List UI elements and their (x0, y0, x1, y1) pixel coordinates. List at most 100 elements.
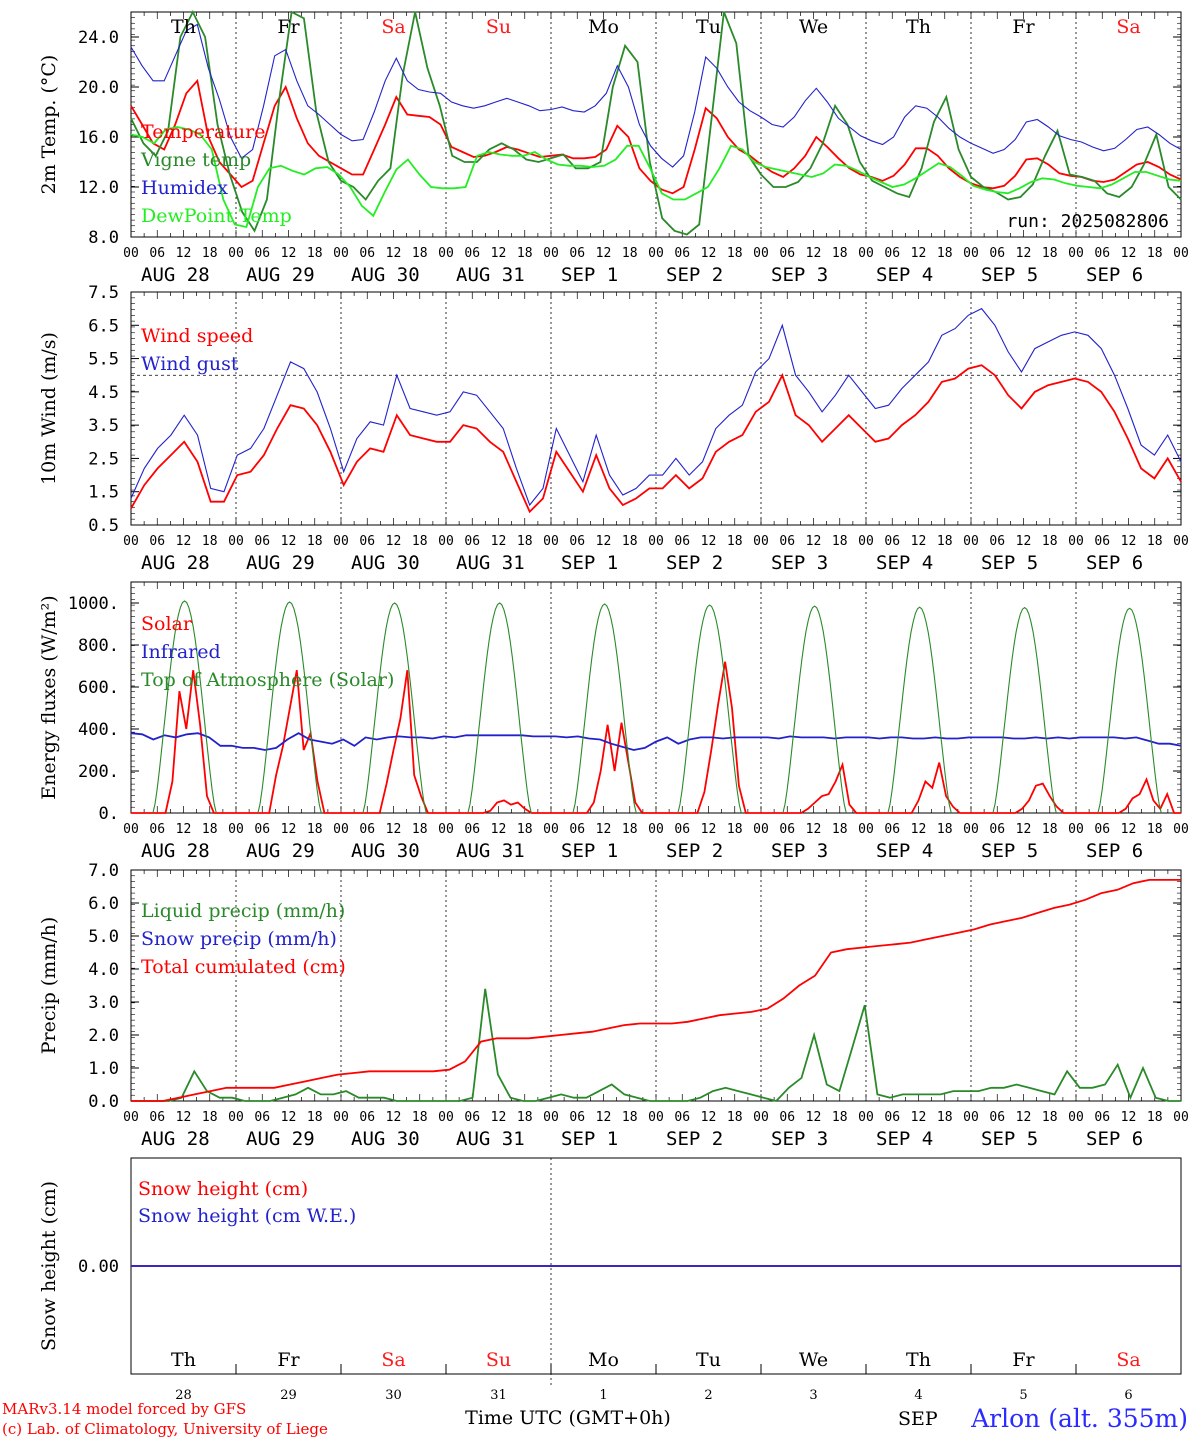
x-date-label: SEP 5 (981, 264, 1038, 286)
day-name-label: Sa (1116, 16, 1140, 38)
series-line-toa (782, 605, 847, 814)
x-hour-label: 00 (333, 1110, 349, 1125)
x-date-label: SEP 6 (1086, 840, 1143, 862)
x-hour-label: 12 (1016, 822, 1032, 837)
legend-entry: Wind gust (141, 353, 239, 375)
x-hour-label: 12 (491, 246, 507, 261)
x-date-label: AUG 29 (246, 264, 315, 286)
series-line-toa (887, 606, 952, 814)
x-hour-label: 00 (333, 534, 349, 549)
x-hour-label: 18 (1042, 822, 1058, 837)
y-tick-label: 6.0 (88, 894, 119, 914)
x-hour-label: 00 (123, 1110, 139, 1125)
series-line-toa (152, 600, 217, 814)
day-name-label: Tu (696, 1349, 721, 1371)
model-credit: MARv3.14 model forced by GFS (2, 1400, 247, 1418)
x-date-label: AUG 28 (141, 1128, 210, 1150)
x-date-label: SEP 3 (771, 264, 828, 286)
x-date-number: 1 (599, 1388, 607, 1403)
x-hour-label: 00 (228, 1110, 244, 1125)
series-line-liquid-precip-mm-h (131, 988, 1181, 1103)
day-name-label: Sa (381, 1349, 405, 1371)
x-hour-label: 06 (1094, 822, 1110, 837)
x-hour-label: 12 (386, 534, 402, 549)
series-line-toa (992, 606, 1057, 814)
series-line-toa (257, 601, 322, 814)
x-hour-label: 12 (806, 534, 822, 549)
x-hour-label: 00 (543, 1110, 559, 1125)
y-tick-label: 600. (78, 678, 119, 698)
x-hour-label: 12 (596, 1110, 612, 1125)
x-hour-label: 12 (176, 1110, 192, 1125)
x-hour-label: 18 (517, 822, 533, 837)
x-hour-label: 00 (438, 1110, 454, 1125)
x-hour-label: 18 (1042, 246, 1058, 261)
x-date-label: SEP 6 (1086, 264, 1143, 286)
y-axis-title: 10m Wind (m/s) (38, 332, 60, 485)
x-hour-label: 06 (674, 822, 690, 837)
y-tick-label: 2.0 (88, 1026, 119, 1046)
x-date-label: SEP 1 (561, 552, 618, 574)
legend-entry: Infrared (141, 641, 221, 663)
y-tick-label: 1.5 (88, 483, 119, 503)
x-date-label: SEP 6 (1086, 552, 1143, 574)
x-hour-label: 06 (569, 534, 585, 549)
day-name-label: Sa (381, 16, 405, 38)
x-hour-label: 06 (359, 1110, 375, 1125)
x-date-label: AUG 29 (246, 840, 315, 862)
y-tick-label: 1.0 (88, 1059, 119, 1079)
y-tick-label: 3.0 (88, 993, 119, 1013)
x-hour-label: 00 (438, 822, 454, 837)
x-date-label: SEP 3 (771, 552, 828, 574)
x-hour-label: 00 (543, 246, 559, 261)
x-hour-label: 12 (1121, 1110, 1137, 1125)
x-hour-label: 00 (1173, 822, 1189, 837)
series-line-toa (572, 603, 637, 814)
x-hour-label: 06 (464, 1110, 480, 1125)
x-date-number: 6 (1124, 1388, 1132, 1403)
x-date-label: SEP 5 (981, 552, 1038, 574)
x-hour-label: 06 (779, 534, 795, 549)
legend-entry: Temperature (141, 121, 265, 143)
y-tick-label: 24.0 (78, 28, 119, 48)
x-hour-label: 06 (674, 1110, 690, 1125)
x-hour-label: 12 (1016, 1110, 1032, 1125)
x-hour-label: 00 (123, 534, 139, 549)
y-tick-label: 20.0 (78, 78, 119, 98)
x-hour-label: 06 (254, 534, 270, 549)
x-hour-label: 00 (438, 534, 454, 549)
x-hour-label: 00 (648, 822, 664, 837)
x-hour-label: 00 (963, 246, 979, 261)
x-hour-label: 06 (569, 1110, 585, 1125)
y-axis-title: Snow height (cm) (38, 1181, 60, 1351)
x-hour-label: 00 (753, 246, 769, 261)
x-hour-label: 12 (386, 1110, 402, 1125)
x-hour-label: 18 (727, 1110, 743, 1125)
y-axis-title: Precip (mm/h) (38, 917, 60, 1055)
series-line-humidex (130, 23, 1182, 168)
x-hour-label: 00 (123, 822, 139, 837)
x-hour-label: 18 (937, 1110, 953, 1125)
x-hour-label: 12 (911, 822, 927, 837)
x-hour-label: 12 (281, 822, 297, 837)
x-date-label: AUG 29 (246, 552, 315, 574)
y-tick-label: 12.0 (78, 178, 119, 198)
y-tick-label: 800. (78, 636, 119, 656)
x-date-label: AUG 31 (456, 840, 525, 862)
x-date-number: 31 (490, 1388, 507, 1403)
x-hour-label: 00 (648, 246, 664, 261)
x-date-label: AUG 29 (246, 1128, 315, 1150)
x-hour-label: 12 (701, 1110, 717, 1125)
x-hour-label: 06 (1094, 534, 1110, 549)
day-name-label: Fr (277, 1349, 300, 1371)
x-date-label: SEP 1 (561, 840, 618, 862)
x-hour-label: 00 (228, 246, 244, 261)
x-hour-label: 06 (884, 1110, 900, 1125)
y-tick-label: 400. (78, 720, 119, 740)
series-line-infrared (130, 732, 1182, 751)
x-hour-label: 18 (937, 534, 953, 549)
x-hour-label: 00 (1173, 1110, 1189, 1125)
x-date-label: AUG 31 (456, 264, 525, 286)
day-name-label: Th (171, 16, 196, 38)
